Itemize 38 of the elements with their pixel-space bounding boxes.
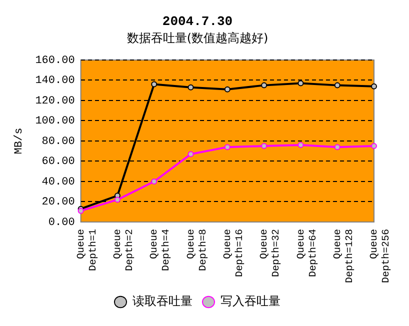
chart-title: 2004.7.30: [162, 14, 233, 30]
point: [334, 82, 340, 88]
legend-label: 读取吞吐量: [132, 294, 192, 308]
point: [371, 143, 377, 150]
point: [261, 82, 268, 88]
y-tick-label: 100.00: [35, 116, 75, 128]
chart-subtitle: 数据吞吐量(数值越高越好): [126, 30, 268, 45]
point: [261, 143, 268, 150]
legend-label: 写入吞吐量: [220, 294, 280, 308]
x-tick-label: Queue Depth=4: [150, 228, 173, 272]
y-axis-title: MB/s: [14, 128, 26, 154]
x-tick-label: Queue Depth=2: [113, 228, 136, 272]
y-tick-label: 0.00: [48, 216, 75, 229]
x-tick-label: Queue Depth=1: [76, 228, 100, 272]
point: [334, 144, 340, 150]
y-tick-label: 20.00: [42, 196, 75, 209]
point: [371, 83, 377, 90]
point: [298, 80, 304, 86]
point: [188, 84, 194, 90]
point: [151, 81, 158, 88]
y-tick-label: 120.00: [35, 95, 75, 108]
point: [224, 144, 230, 150]
y-tick-label: 140.00: [35, 75, 75, 88]
y-tick-label: 80.00: [42, 136, 75, 148]
y-tick-label: 60.00: [42, 156, 75, 168]
point: [298, 142, 304, 148]
point: [151, 178, 158, 184]
point: [188, 151, 194, 158]
x-tick-label: Queue Depth=128: [332, 228, 356, 284]
y-tick-label: 160.00: [35, 54, 75, 67]
point: [114, 196, 120, 203]
point: [224, 86, 230, 92]
x-tick-label: Queue Depth=8: [186, 228, 210, 272]
x-tick-label: Queue Depth=16: [223, 228, 246, 278]
x-tick-label: Queue Depth=64: [296, 228, 320, 278]
x-tick-label: Queue Depth=32: [260, 228, 283, 278]
y-tick-label: 40.00: [42, 176, 75, 188]
x-tick-label: Queue Depth=256: [370, 228, 393, 284]
